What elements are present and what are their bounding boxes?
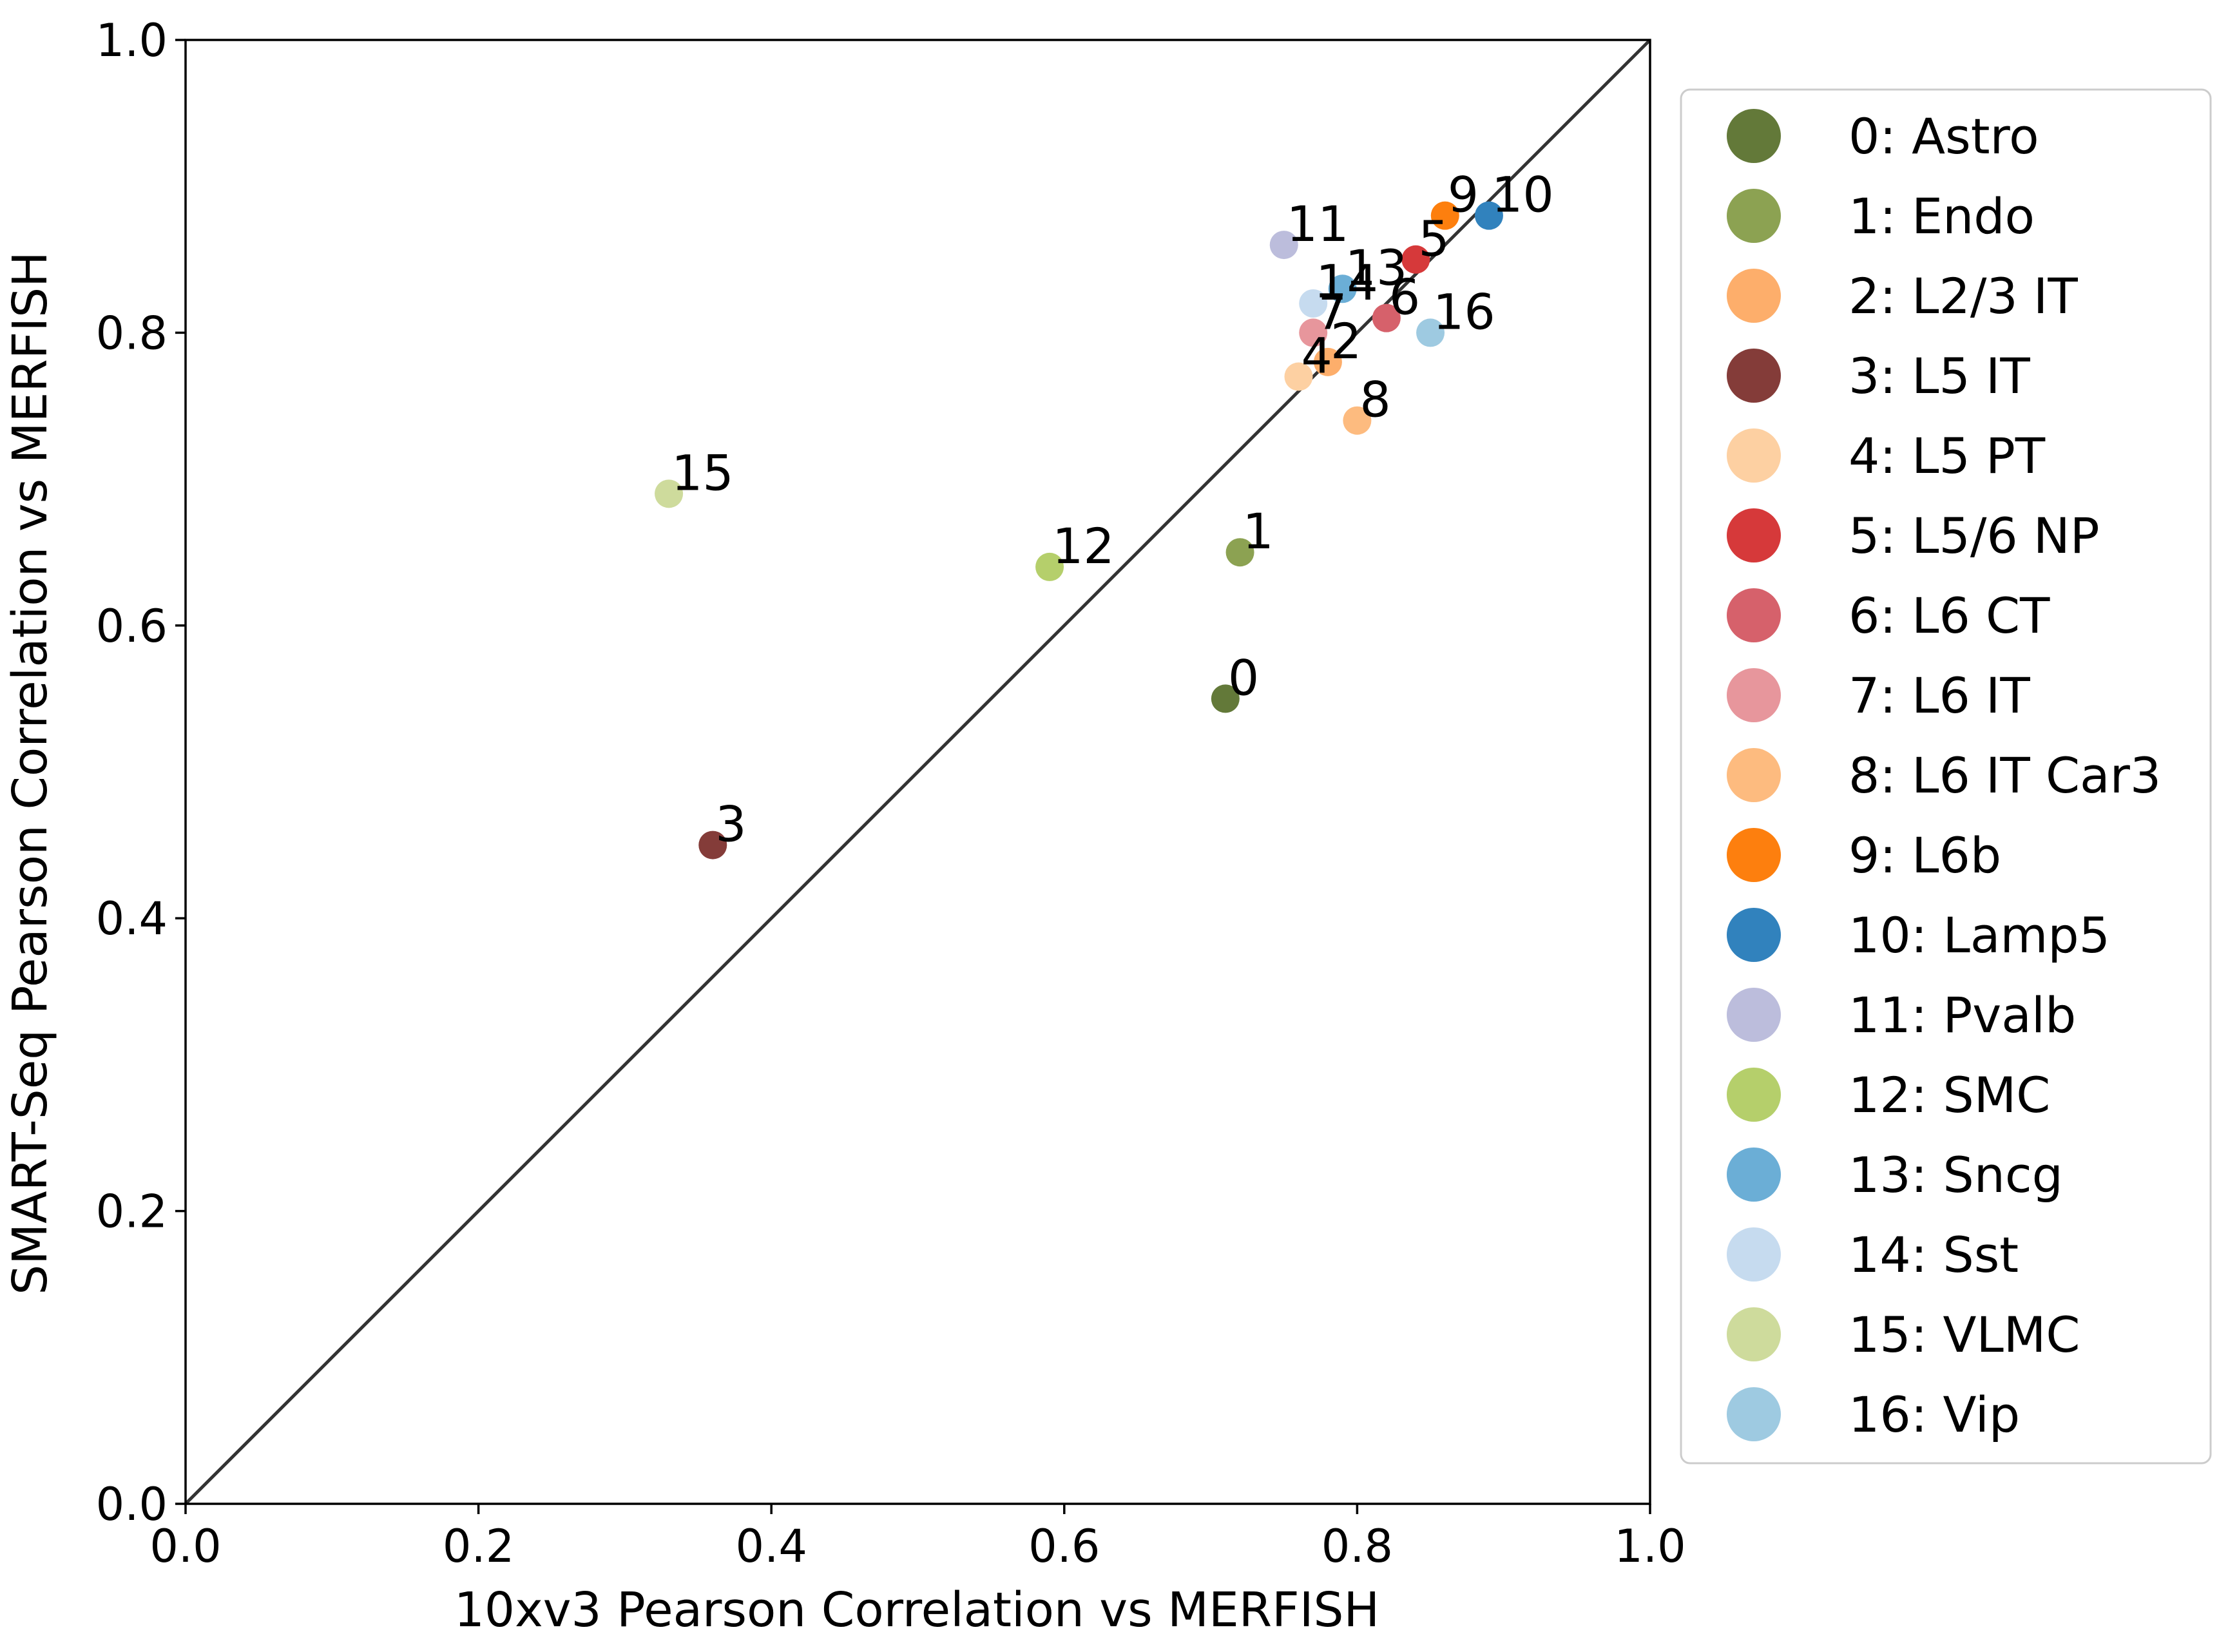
legend-marker-1 xyxy=(1727,189,1781,243)
data-point-8 xyxy=(1343,406,1372,435)
point-label-13: 13 xyxy=(1345,239,1408,296)
point-label-9: 9 xyxy=(1448,166,1479,224)
point-label-1: 1 xyxy=(1243,503,1274,560)
legend-label-6: 6: L6 CT xyxy=(1849,587,2050,644)
legend-marker-3 xyxy=(1727,349,1781,403)
data-point-9 xyxy=(1430,201,1459,230)
x-tick-label: 0.6 xyxy=(1028,1520,1100,1573)
point-label-14: 14 xyxy=(1316,254,1378,311)
y-axis-title: SMART-Seq Pearson Correlation vs MERFISH xyxy=(3,251,58,1295)
data-point-6 xyxy=(1372,303,1401,332)
y-tick-label: 0.4 xyxy=(96,892,168,945)
legend-marker-15 xyxy=(1727,1307,1781,1361)
legend-label-7: 7: L6 IT xyxy=(1849,667,2030,724)
plot-frame xyxy=(184,39,1651,1505)
legend-marker-10 xyxy=(1727,908,1781,962)
point-label-3: 3 xyxy=(715,796,746,853)
data-point-0 xyxy=(1211,684,1240,713)
x-axis-title: 10xv3 Pearson Correlation vs MERFISH xyxy=(454,1582,1379,1638)
legend-label-14: 14: Sst xyxy=(1849,1226,2019,1283)
data-point-14 xyxy=(1299,289,1328,318)
data-point-10 xyxy=(1474,201,1503,230)
legend-marker-0 xyxy=(1727,109,1781,163)
legend-label-2: 2: L2/3 IT xyxy=(1849,267,2078,325)
legend-marker-12 xyxy=(1727,1068,1781,1122)
x-axis-ticks: 0.0 0.2 0.4 0.6 0.8 1.0 xyxy=(149,1504,1686,1573)
point-label-8: 8 xyxy=(1359,371,1390,428)
legend-label-9: 9: L6b xyxy=(1849,827,2001,884)
legend-marker-14 xyxy=(1727,1227,1781,1282)
legend-marker-7 xyxy=(1727,668,1781,722)
x-tick-label: 0.8 xyxy=(1321,1520,1393,1573)
legend-marker-4 xyxy=(1727,428,1781,483)
y-tick-label: 0.0 xyxy=(96,1478,168,1531)
axes xyxy=(184,39,1651,1505)
point-label-11: 11 xyxy=(1287,195,1349,253)
legend-label-10: 10: Lamp5 xyxy=(1849,907,2110,964)
data-point-7 xyxy=(1299,318,1328,347)
data-point-5 xyxy=(1401,245,1430,274)
point-label-6: 6 xyxy=(1389,269,1420,326)
legend-label-4: 4: L5 PT xyxy=(1849,427,2046,485)
point-label-15: 15 xyxy=(671,444,734,501)
data-point-16 xyxy=(1416,318,1445,347)
legend-marker-2 xyxy=(1727,269,1781,323)
data-point-11 xyxy=(1269,231,1298,260)
data-point-12 xyxy=(1035,552,1064,581)
point-label-7: 7 xyxy=(1316,283,1347,340)
legend-marker-16 xyxy=(1727,1387,1781,1441)
legend-marker-6 xyxy=(1727,588,1781,642)
point-label-16: 16 xyxy=(1433,283,1495,340)
data-point-15 xyxy=(655,479,684,508)
y-tick-label: 0.2 xyxy=(96,1186,168,1238)
legend-label-0: 0: Astro xyxy=(1849,108,2039,165)
legend-label-12: 12: SMC xyxy=(1849,1066,2050,1124)
legend-marker-5 xyxy=(1727,508,1781,562)
legend-label-13: 13: Sncg xyxy=(1849,1146,2063,1204)
legend-label-11: 11: Pvalb xyxy=(1849,986,2076,1044)
point-label-5: 5 xyxy=(1418,210,1449,267)
legend-label-5: 5: L5/6 NP xyxy=(1849,507,2100,564)
y-tick-label: 1.0 xyxy=(96,14,168,67)
legend-marker-9 xyxy=(1727,828,1781,882)
y-tick-label: 0.6 xyxy=(96,600,168,653)
legend-label-15: 15: VLMC xyxy=(1849,1306,2080,1363)
y-tick-label: 0.8 xyxy=(96,307,168,360)
point-label-0: 0 xyxy=(1228,649,1259,706)
legend-label-1: 1: Endo xyxy=(1849,187,2035,245)
point-label-10: 10 xyxy=(1492,166,1554,224)
data-point-4 xyxy=(1284,362,1313,391)
x-tick-label: 0.2 xyxy=(443,1520,514,1573)
y-axis-ticks: 0.0 0.2 0.4 0.6 0.8 1.0 xyxy=(96,14,186,1531)
legend: 0: Astro 1: Endo 2: L2/3 IT 3: L5 IT 4: L5 P… xyxy=(1680,88,2212,1465)
legend-marker-11 xyxy=(1727,988,1781,1042)
legend-box xyxy=(1680,88,2212,1465)
identity-line xyxy=(184,39,1651,1505)
legend-label-8: 8: L6 IT Car3 xyxy=(1849,747,2161,804)
data-point-1 xyxy=(1225,538,1254,567)
data-point-2 xyxy=(1313,347,1342,376)
legend-marker-13 xyxy=(1727,1148,1781,1202)
legend-label-16: 16: Vip xyxy=(1849,1386,2020,1443)
x-tick-label: 0.0 xyxy=(149,1520,221,1573)
data-points xyxy=(655,201,1503,860)
point-label-12: 12 xyxy=(1052,517,1115,575)
point-label-4: 4 xyxy=(1301,327,1332,385)
x-tick-label: 1.0 xyxy=(1614,1520,1685,1573)
legend-label-3: 3: L5 IT xyxy=(1849,347,2030,405)
data-point-3 xyxy=(698,831,727,860)
data-point-13 xyxy=(1328,274,1357,303)
point-label-2: 2 xyxy=(1330,312,1361,370)
identity-line-layer xyxy=(184,39,1651,1505)
x-tick-label: 0.4 xyxy=(736,1520,807,1573)
legend-marker-8 xyxy=(1727,748,1781,802)
